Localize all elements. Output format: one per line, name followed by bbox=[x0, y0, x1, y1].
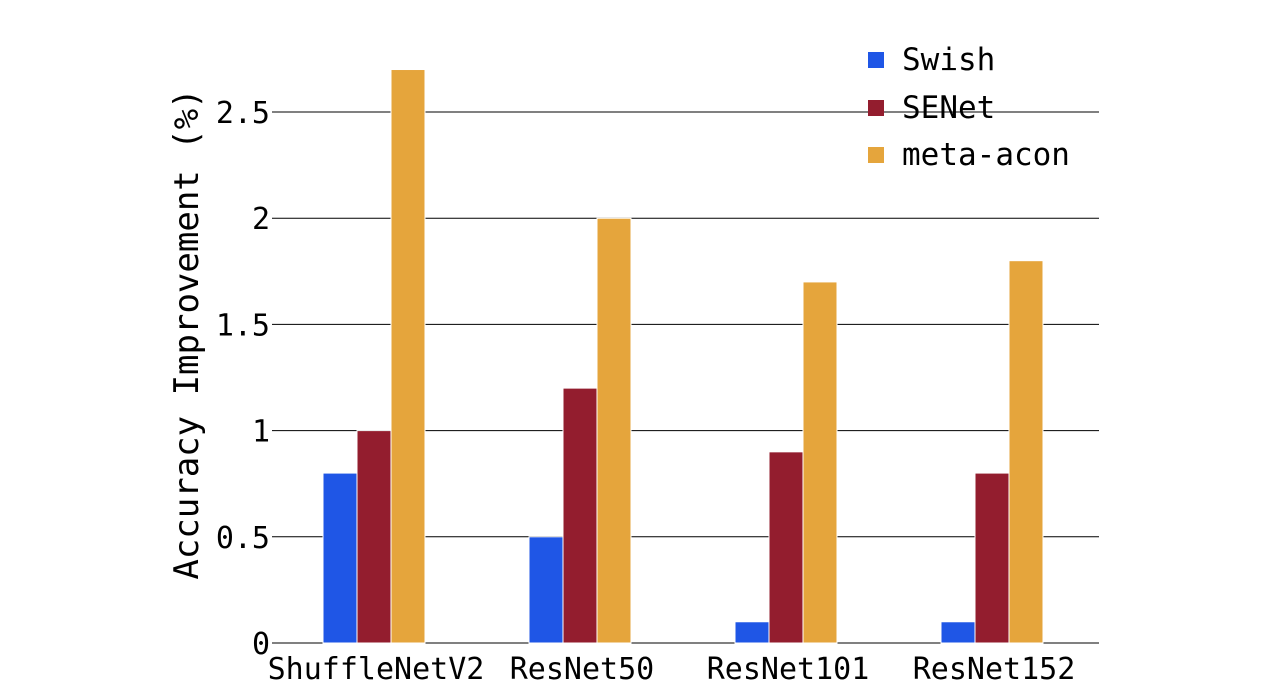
x-tick-labels: ShuffleNetV2 ResNet50 ResNet101 ResNet152 bbox=[268, 652, 1076, 687]
x-tick-label: ResNet50 bbox=[510, 652, 655, 687]
bar-swish-resnet152 bbox=[940, 621, 976, 644]
legend-swatch-senet bbox=[868, 99, 884, 116]
bar-meta-acon-shufflenetv2 bbox=[390, 69, 426, 644]
bar-meta-acon-resnet101 bbox=[802, 281, 838, 644]
bar-meta-acon-resnet50 bbox=[596, 217, 632, 644]
y-tick-label: 0.5 bbox=[216, 521, 270, 556]
bar-series-group bbox=[322, 69, 1044, 644]
legend-label-swish: Swish bbox=[902, 42, 996, 78]
legend-swatch-swish bbox=[868, 52, 884, 68]
bar-swish-resnet101 bbox=[734, 621, 770, 644]
legend-label-meta-acon: meta-acon bbox=[902, 137, 1070, 173]
x-tick-label: ResNet101 bbox=[707, 652, 870, 687]
legend-swatch-meta-acon bbox=[868, 147, 884, 163]
bar-swish-shufflenetv2 bbox=[322, 472, 358, 644]
bar-meta-acon-resnet152 bbox=[1008, 260, 1044, 644]
y-axis-label: Accuracy Improvement (%) bbox=[167, 88, 207, 579]
y-tick-label: 1 bbox=[252, 415, 270, 450]
y-tick-label: 2.5 bbox=[216, 96, 270, 131]
x-tick-label: ResNet152 bbox=[913, 652, 1076, 687]
y-tick-label: 2 bbox=[252, 202, 270, 237]
y-tick-label: 1.5 bbox=[216, 308, 270, 343]
y-tick-labels: 0 0.5 1 1.5 2 2.5 bbox=[216, 96, 270, 662]
bar-swish-resnet50 bbox=[528, 536, 564, 644]
bar-senet-resnet50 bbox=[562, 387, 598, 644]
bar-senet-shufflenetv2 bbox=[356, 430, 392, 644]
bar-senet-resnet152 bbox=[974, 472, 1010, 644]
x-tick-label: ShuffleNetV2 bbox=[268, 652, 485, 687]
legend-label-senet: SENet bbox=[902, 89, 996, 126]
y-tick-label: 0 bbox=[252, 627, 270, 662]
bar-senet-resnet101 bbox=[768, 451, 804, 644]
